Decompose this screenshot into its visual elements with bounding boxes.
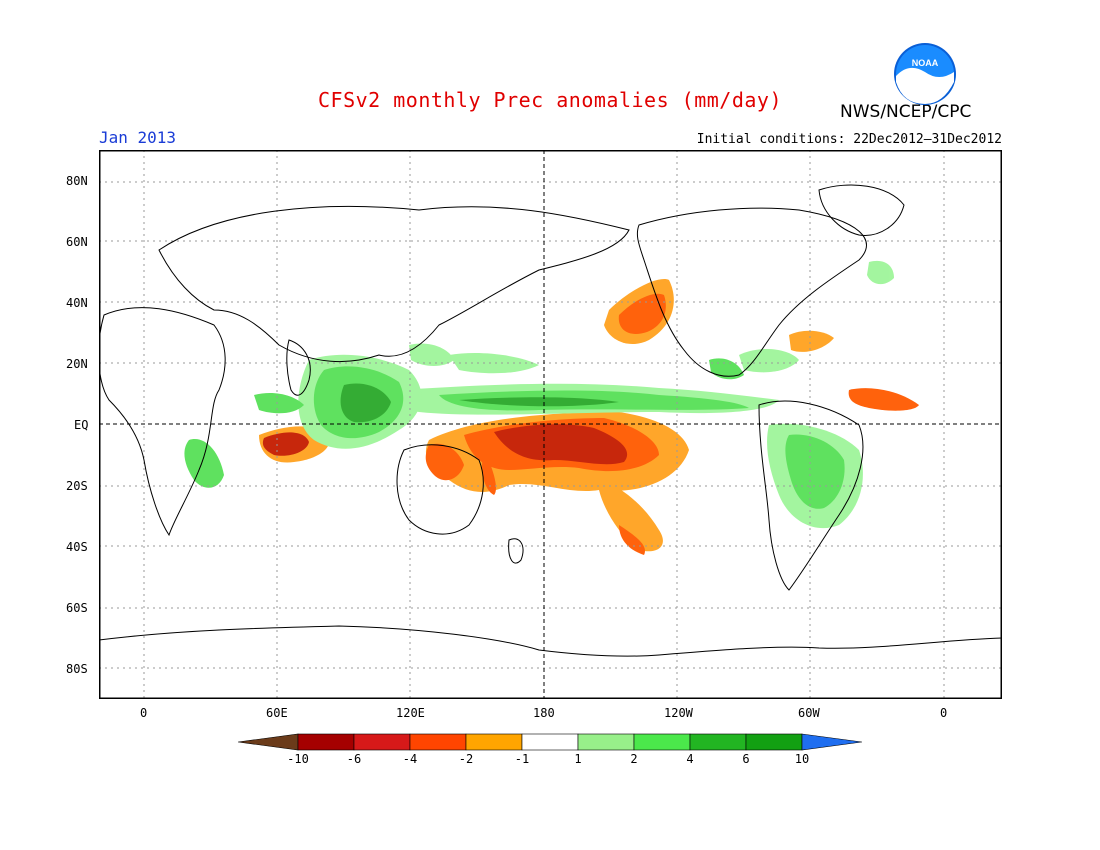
colorbar-high-arrow [801,733,862,751]
colorbar-swatch [745,733,803,751]
lon-label: 180 [533,706,555,720]
colorbar-swatch [465,733,523,751]
lat-label: 40S [66,540,88,554]
australia-dry [425,443,464,481]
svg-text:NOAA: NOAA [912,58,939,68]
colorbar [238,733,862,751]
s-america-outline [758,400,864,591]
lat-label: EQ [74,418,89,432]
eurasia-outline [158,205,630,362]
colorbar-swatch [409,733,467,751]
colorbar-swatch [297,733,355,751]
lon-label: 60W [798,706,820,720]
colorbar-swatch [689,733,747,751]
lon-label: 120W [664,706,693,720]
lat-label: 60S [66,601,88,615]
noaa-logo-icon: NOAA [894,43,956,105]
africa-wet [184,439,224,488]
precip-anomaly-map [98,149,1003,700]
forecast-month-label: Jan 2013 [99,128,177,147]
colorbar-low-arrow [238,733,299,751]
colorbar-swatch [633,733,691,751]
colorbar-label: -2 [458,752,474,766]
map-frame [98,149,1003,700]
spcz-dry [599,480,663,552]
ne-pacific-dry-core [618,293,666,335]
colorbar-label: 2 [630,752,638,766]
page-title: CFSv2 monthly Prec anomalies (mm/day) [317,88,783,112]
n-america-outline [636,207,867,377]
colorbar-swatch [353,733,411,751]
lon-label: 0 [140,706,148,720]
colorbar-swatch [577,733,635,751]
equator-dateline [99,150,1002,699]
initial-conditions-label: Initial conditions: 22Dec2012–31Dec2012 [696,132,1002,147]
colorbar-label: 4 [686,752,694,766]
lat-label: 20N [66,357,88,371]
south-america-wet-mid [785,434,845,509]
nz-outline [508,538,524,564]
w-pac-wet [449,353,539,374]
colorbar-label: 6 [742,752,750,766]
colorbar-label: -1 [514,752,530,766]
lon-label: 0 [940,706,948,720]
india-outline [286,339,311,396]
n-atlantic-wet [867,260,894,285]
indian-ocean-dry-core [262,432,309,456]
lat-label: 80N [66,174,88,188]
pacific-dry-strong [494,424,628,465]
grid-lines [99,150,1002,699]
lat-label: 60N [66,235,88,249]
colorbar-label: -4 [402,752,418,766]
agency-label: NWS/NCEP/CPC [840,102,972,122]
atlantic-dry [848,388,919,411]
indian-wet [254,393,304,414]
colorbar-swatch [521,733,579,751]
coastlines [98,184,1003,657]
africa-outline [98,307,226,537]
spcz-dry-2 [619,525,645,555]
colorbar-label: 1 [574,752,582,766]
pacific-dry-tail [482,450,496,495]
anomaly-fields [184,260,919,555]
gulf-dry [789,330,834,352]
lat-label: 20S [66,479,88,493]
colorbar-label: -6 [346,752,362,766]
greenland-outline [818,184,905,236]
india-wet-2 [409,343,454,366]
itcz-wet-dark [459,397,619,407]
lon-label: 120E [396,706,425,720]
antarctica-outline [98,625,1003,657]
central-am-wet [709,358,744,380]
colorbar-label: 10 [794,752,810,766]
lon-label: 60E [266,706,288,720]
map-canvas [98,149,1003,700]
australia-outline [396,444,484,535]
e-pacific-wet [739,348,799,373]
maritime-wet-dark [340,383,391,423]
colorbar-swatches [297,733,803,751]
lat-label: 40N [66,296,88,310]
colorbar-label: -10 [287,752,309,766]
lat-label: 80S [66,662,88,676]
